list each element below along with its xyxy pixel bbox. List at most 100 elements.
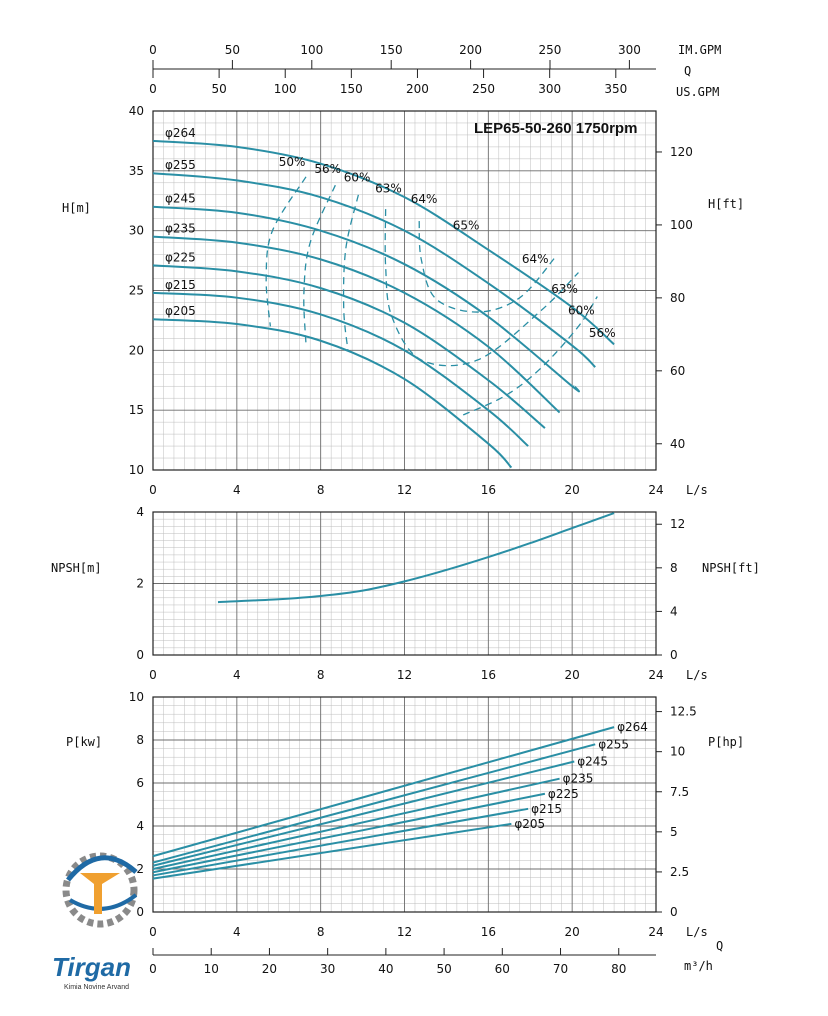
- m3h-tick-label: 10: [204, 962, 219, 976]
- us-gpm-tick-label: 0: [149, 82, 157, 96]
- impeller-label: φ205: [165, 304, 196, 318]
- y-tick-label: 6: [136, 776, 144, 790]
- x-tick-label: 16: [481, 925, 496, 939]
- tirgan-logo: Tirgan Kimia Novine Arvand: [52, 852, 138, 991]
- logo-subtitle: Kimia Novine Arvand: [64, 984, 129, 991]
- chart-title: LEP65-50-260 1750rpm: [474, 120, 637, 137]
- x-tick-label: 16: [481, 668, 496, 682]
- y-right-tick-label: 2.5: [670, 865, 689, 879]
- head-curve-3: [152, 205, 581, 393]
- x-tick-label: 4: [233, 925, 241, 939]
- power-impeller-label: φ215: [531, 802, 562, 816]
- power-line-3: [152, 760, 575, 867]
- im-gpm-tick-label: 300: [618, 43, 641, 57]
- plot-frame: [152, 511, 657, 656]
- y-tick-label: 4: [136, 505, 144, 519]
- efficiency-label: 63%: [551, 282, 578, 296]
- y-right-axis-label: H[ft]: [708, 197, 744, 211]
- y-right-tick-label: 4: [670, 604, 678, 618]
- power-line-6: [152, 807, 529, 877]
- im-gpm-tick-label: 100: [300, 43, 323, 57]
- efficiency-label: 56%: [314, 162, 341, 176]
- head-curve-1: [152, 139, 615, 346]
- us-gpm-label: US.GPM: [676, 85, 719, 99]
- x-axis-label: L/s: [686, 483, 708, 497]
- y-right-tick-label: 8: [670, 561, 678, 575]
- power-impeller-label: φ264: [617, 720, 648, 734]
- efficiency-label: 65%: [453, 218, 480, 232]
- power-impeller-label: φ245: [577, 755, 608, 769]
- y-right-tick-label: 0: [670, 648, 678, 662]
- us-gpm-tick-label: 150: [340, 82, 363, 96]
- impeller-label: φ255: [165, 158, 196, 172]
- m3h-tick-label: 20: [262, 962, 277, 976]
- us-gpm-tick-label: 200: [406, 82, 429, 96]
- y-right-tick-label: 40: [670, 437, 685, 451]
- y-tick-label: 0: [136, 905, 144, 919]
- efficiency-curve-4: [384, 209, 579, 367]
- x-tick-label: 24: [648, 925, 663, 939]
- y-right-tick-label: 7.5: [670, 785, 689, 799]
- x-tick-label: 12: [397, 668, 412, 682]
- x-tick-label: 8: [317, 483, 325, 497]
- head-curve-7: [152, 318, 513, 469]
- x-tick-label: 12: [397, 925, 412, 939]
- efficiency-label: 60%: [344, 171, 371, 185]
- efficiency-label: 63%: [375, 181, 402, 195]
- x-axis-label: L/s: [686, 925, 708, 939]
- x-tick-label: 20: [565, 668, 580, 682]
- y-right-tick-label: 80: [670, 291, 685, 305]
- head-curve-6: [152, 291, 529, 447]
- efficiency-label: 60%: [568, 303, 595, 317]
- us-gpm-tick-label: 100: [274, 82, 297, 96]
- power-line-4: [152, 777, 560, 870]
- impeller-label: φ235: [165, 222, 196, 236]
- m3h-tick-label: 40: [378, 962, 393, 976]
- y-tick-label: 35: [129, 164, 144, 178]
- x-tick-label: 0: [149, 925, 157, 939]
- efficiency-curve-2: [303, 184, 336, 345]
- im-gpm-tick-label: 0: [149, 43, 157, 57]
- npsh-curve: [217, 512, 615, 604]
- x-tick-label: 0: [149, 483, 157, 497]
- efficiency-label: 50%: [279, 155, 306, 169]
- power-impeller-label: φ205: [514, 817, 545, 831]
- m3h-tick-label: 0: [149, 962, 157, 976]
- power-impeller-label: φ255: [598, 737, 629, 751]
- m3h-tick-label: 60: [495, 962, 510, 976]
- q-label: Q: [716, 939, 723, 953]
- impeller-label: φ225: [165, 250, 196, 264]
- q-label: Q: [684, 64, 691, 78]
- im-gpm-tick-label: 50: [225, 43, 240, 57]
- x-tick-label: 12: [397, 483, 412, 497]
- power-impeller-label: φ225: [548, 787, 579, 801]
- power-impeller-label: φ235: [563, 772, 594, 786]
- y-right-tick-label: 12: [670, 517, 685, 531]
- y-tick-label: 2: [136, 577, 144, 591]
- x-tick-label: 24: [648, 483, 663, 497]
- im-gpm-tick-label: 200: [459, 43, 482, 57]
- y-tick-label: 2: [136, 862, 144, 876]
- m3h-tick-label: 50: [436, 962, 451, 976]
- us-gpm-tick-label: 250: [472, 82, 495, 96]
- chart-labels: 0 4 8 12 16 20 2410152025303540406080100120L/s…: [51, 43, 760, 976]
- impeller-label: φ264: [165, 126, 196, 140]
- x-tick-label: 8: [317, 668, 325, 682]
- head-curve-4: [152, 235, 561, 414]
- x-tick-label: 24: [648, 668, 663, 682]
- y-tick-label: 25: [129, 284, 144, 298]
- m3h-tick-label: 70: [553, 962, 568, 976]
- y-right-tick-label: 100: [670, 218, 693, 232]
- y-right-tick-label: 60: [670, 364, 685, 378]
- x-tick-label: 8: [317, 925, 325, 939]
- y-right-tick-label: 120: [670, 145, 693, 159]
- impeller-label: φ245: [165, 192, 196, 206]
- gear-icon: [62, 852, 138, 928]
- power-line-2: [152, 743, 596, 864]
- y-tick-label: 10: [129, 690, 144, 704]
- us-gpm-tick-label: 300: [538, 82, 561, 96]
- y-tick-label: 10: [129, 463, 144, 477]
- y-tick-label: 20: [129, 343, 144, 357]
- plot-frame: [152, 696, 657, 913]
